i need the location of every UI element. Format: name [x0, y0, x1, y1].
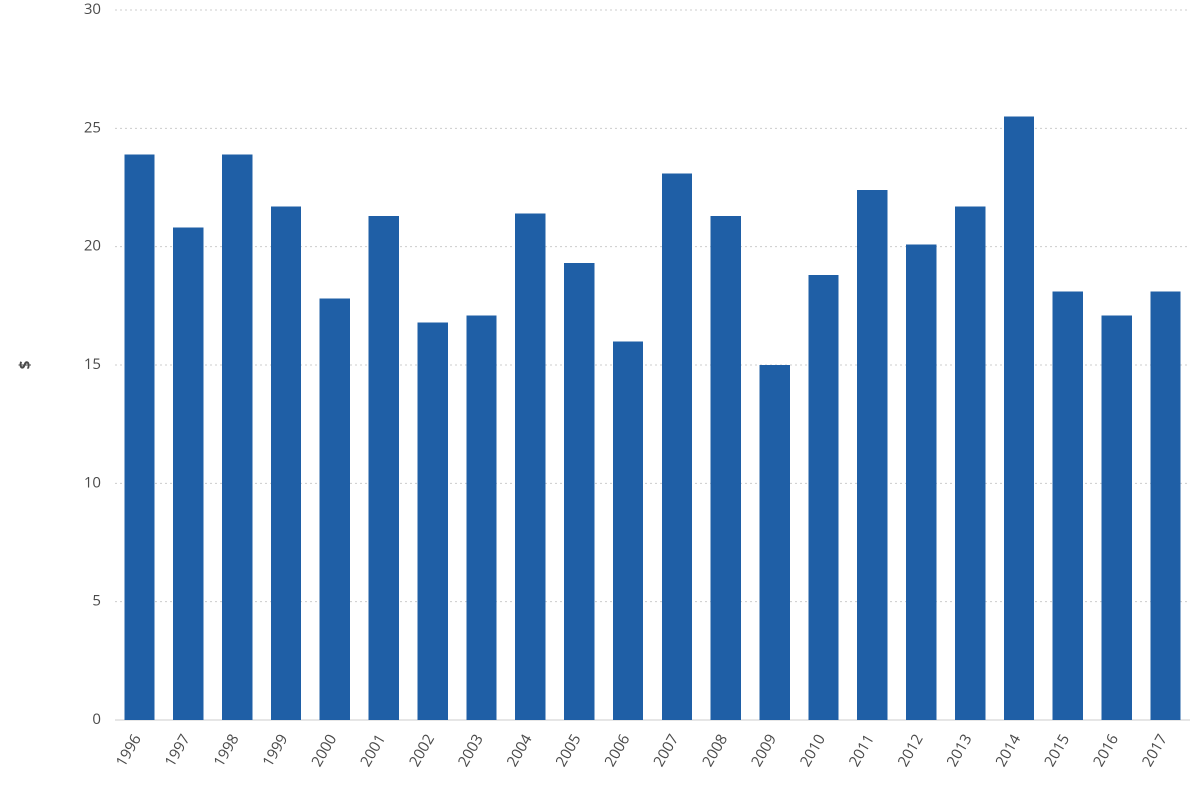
- x-tick-label: 2000: [307, 731, 341, 771]
- bar: [711, 216, 741, 720]
- y-axis-title: $: [15, 361, 35, 370]
- x-tick-label: 2009: [747, 731, 781, 771]
- bar: [1150, 292, 1180, 720]
- x-tick-label: 2005: [551, 731, 585, 771]
- x-tick-label: 2001: [356, 731, 390, 771]
- bar: [857, 190, 887, 720]
- x-tick-label: 2007: [649, 731, 683, 771]
- x-tick-label: 2011: [844, 731, 878, 771]
- y-tick-label: 20: [84, 236, 101, 256]
- bar: [1004, 117, 1034, 721]
- bar: [662, 173, 692, 720]
- x-tick-label: 2006: [600, 731, 634, 771]
- y-tick-label: 0: [92, 709, 101, 729]
- x-tick-label: 2004: [502, 730, 537, 770]
- y-tick-label: 5: [92, 591, 101, 611]
- y-tick-label: 10: [84, 472, 101, 492]
- bar: [466, 315, 496, 720]
- x-tick-label: 2008: [698, 731, 732, 771]
- bar: [808, 275, 838, 720]
- bar-chart: 0 5 10 15 20 25 30 1996 1997 1998 1999 2000 2001 2002…: [0, 0, 1200, 800]
- bar: [173, 228, 203, 720]
- bar: [271, 206, 301, 720]
- x-tick-label: 1999: [258, 731, 292, 771]
- x-tick-label: 1996: [111, 731, 145, 771]
- bar: [222, 154, 252, 720]
- bar: [1053, 292, 1083, 720]
- bar: [906, 244, 936, 720]
- x-tick-label: 2002: [404, 731, 438, 771]
- y-tick-label: 15: [84, 354, 101, 374]
- chart-svg: 0 5 10 15 20 25 30 1996 1997 1998 1999 2000 2001 2002…: [0, 0, 1200, 800]
- bar: [515, 214, 545, 720]
- bar: [760, 365, 790, 720]
- x-tick-label: 1998: [209, 731, 243, 771]
- x-tick-label: 2013: [942, 731, 976, 771]
- bar: [417, 322, 447, 720]
- y-tick-label: 30: [84, 0, 101, 19]
- bar: [955, 206, 985, 720]
- x-tick-label: 1997: [160, 731, 194, 771]
- bar: [1102, 315, 1132, 720]
- bar: [564, 263, 594, 720]
- x-tick-label: 2014: [991, 730, 1026, 770]
- x-tick-label: 2003: [453, 731, 487, 771]
- x-tick-label: 2017: [1137, 731, 1171, 771]
- y-tick-label: 25: [84, 117, 101, 137]
- x-tick-label: 2012: [893, 731, 927, 771]
- x-tick-label: 2010: [795, 731, 829, 771]
- bar: [613, 341, 643, 720]
- bar: [124, 154, 154, 720]
- bar: [369, 216, 399, 720]
- x-tick-label: 2015: [1040, 731, 1074, 771]
- bar: [320, 299, 350, 720]
- x-tick-label: 2016: [1089, 731, 1123, 771]
